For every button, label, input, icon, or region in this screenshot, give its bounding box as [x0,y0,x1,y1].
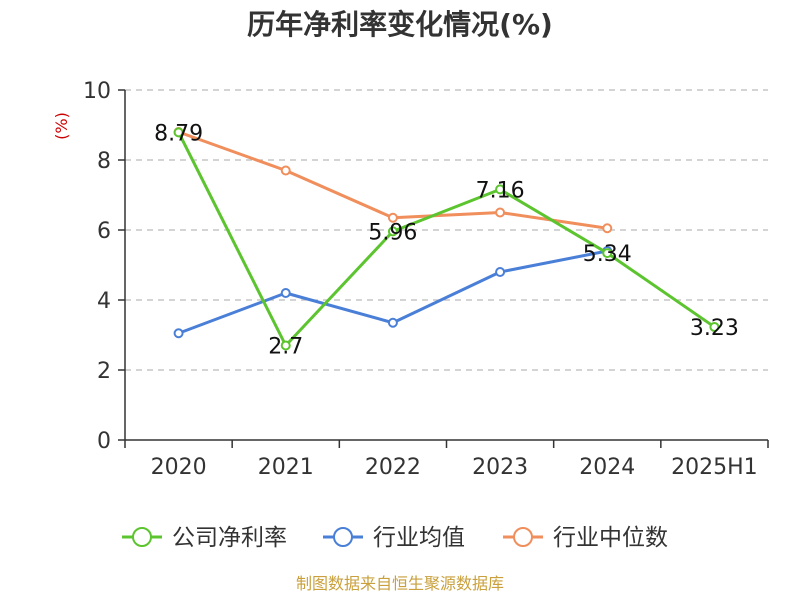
legend-marker-circle [132,527,152,547]
data-label: 5.96 [368,220,417,245]
legend-label: 行业中位数 [553,525,668,551]
x-tick-label: 2024 [579,455,635,480]
x-tick-label: 2021 [258,455,314,480]
legend-label: 行业均值 [373,525,465,551]
data-point [387,226,398,237]
data-label: 8.79 [154,121,203,146]
y-tick-label: 0 [97,429,111,454]
data-point [387,317,398,328]
axis-layer: 0 2 4 6 8 10 2020 2021 2022 2023 2024 2025H1 [83,79,769,480]
x-tick-label: 2025H1 [671,455,758,480]
y-tick-label: 4 [97,289,111,314]
data-point [495,207,506,218]
y-tick-label: 10 [83,79,111,104]
data-point [602,223,613,234]
series-line [177,131,716,347]
x-tick-label: 2023 [472,455,528,480]
data-point [387,212,398,223]
data-label-layer: 8.79 2.7 5.96 7.16 5.34 3.23 [154,121,739,359]
data-point [280,165,291,176]
legend-marker-circle [333,527,353,547]
y-tick-label: 6 [97,219,111,244]
data-point [280,288,291,298]
chart-title: 历年净利率变化情况(%) [247,8,553,41]
x-tick-label: 2022 [365,455,421,480]
x-tick-label: 2020 [151,455,207,480]
data-point [280,340,291,351]
legend: 公司净利率 行业均值 行业中位数 [122,525,668,551]
legend-marker-circle [513,527,533,547]
y-tick-label: 2 [97,359,111,384]
data-point [709,321,720,332]
series-layer [173,127,720,351]
data-label: 5.34 [583,242,632,267]
data-point [602,248,613,259]
grid-layer [125,89,768,371]
legend-label: 公司净利率 [172,525,287,551]
data-label: 7.16 [476,178,525,203]
data-point [173,328,184,339]
data-point [173,127,184,138]
data-label: 2.7 [268,335,303,360]
y-axis-unit-label: (%) [52,112,71,140]
data-label: 3.23 [690,316,739,341]
source-note: 制图数据来自恒生聚源数据库 [296,574,504,593]
data-point [495,267,506,277]
y-tick-label: 8 [97,149,111,174]
data-point [495,184,506,195]
